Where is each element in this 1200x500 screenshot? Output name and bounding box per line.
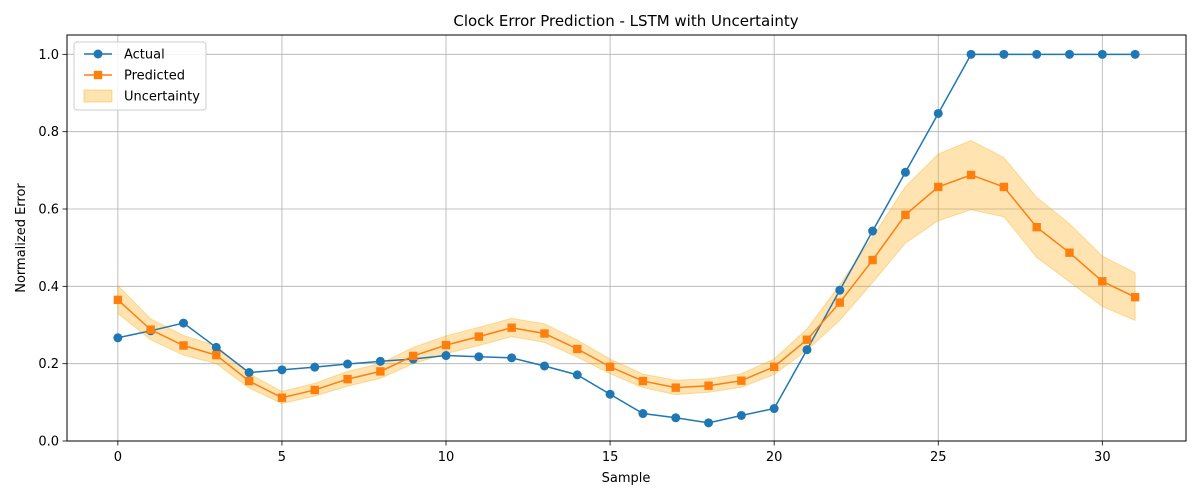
predicted-point-15	[605, 362, 615, 371]
actual-point-20	[769, 404, 779, 414]
actual-point-24	[900, 167, 910, 177]
y-axis-ticks: 0.0 0.2 0.4 0.6 0.8 1.0	[38, 48, 67, 450]
actual-point-2	[178, 318, 188, 328]
x-tick-label-0: 0	[114, 450, 122, 465]
predicted-point-0	[113, 295, 123, 305]
actual-point-7	[343, 359, 353, 369]
predicted-point-7	[343, 374, 352, 384]
predicted-point-1	[146, 325, 155, 334]
actual-point-16	[638, 409, 648, 419]
plot-frame	[66, 34, 1187, 442]
predicted-line	[117, 174, 1136, 399]
predicted-point-23	[868, 255, 877, 265]
actual-point-8	[375, 356, 385, 366]
predicted-point-24	[901, 210, 910, 219]
actual-point-4	[244, 368, 254, 378]
actual-point-10	[441, 351, 451, 361]
actual-point-25	[933, 108, 943, 118]
predicted-point-5	[277, 393, 287, 402]
y-tick-label-5: 1.0	[38, 48, 59, 63]
actual-point-21	[802, 345, 812, 355]
actual-point-14	[572, 370, 582, 380]
actual-point-27	[999, 49, 1009, 59]
predicted-point-12	[507, 323, 516, 332]
predicted-point-9	[409, 351, 418, 361]
predicted-point-28	[1032, 222, 1041, 232]
predicted-point-3	[212, 350, 221, 360]
series-lines	[117, 53, 1136, 424]
x-tick-label-1: 5	[278, 450, 286, 465]
predicted-point-13	[540, 329, 549, 338]
actual-point-31	[1130, 49, 1140, 59]
x-axis-label: Sample	[602, 471, 651, 486]
predicted-point-10	[441, 340, 451, 350]
predicted-point-25	[934, 182, 943, 192]
predicted-point-17	[671, 383, 680, 392]
predicted-point-26	[966, 170, 976, 180]
predicted-point-29	[1065, 248, 1074, 257]
x-tick-label-3: 15	[602, 450, 619, 465]
predicted-point-14	[573, 344, 582, 354]
y-tick-label-0: 0.0	[38, 435, 59, 450]
predicted-point-4	[244, 376, 254, 386]
series-markers	[113, 49, 1140, 428]
predicted-point-6	[310, 385, 319, 395]
chart-title: Clock Error Prediction - LSTM with Uncer…	[453, 12, 798, 30]
predicted-point-16	[638, 376, 648, 386]
y-tick-label-3: 0.6	[38, 203, 59, 218]
legend-marker-predicted	[93, 70, 103, 80]
x-axis-ticks: 0 5 10 15 20 25 30	[114, 441, 1111, 465]
predicted-point-20	[769, 362, 779, 371]
actual-line	[117, 53, 1136, 424]
predicted-point-30	[1098, 277, 1107, 286]
actual-point-18	[704, 418, 714, 428]
x-tick-label-6: 30	[1094, 450, 1111, 465]
legend-label-uncertainty: Uncertainty	[124, 90, 200, 105]
predicted-point-21	[802, 335, 812, 344]
legend-label-actual: Actual	[124, 48, 165, 63]
predicted-point-22	[835, 298, 844, 307]
actual-point-5	[277, 365, 287, 375]
actual-point-22	[835, 285, 845, 295]
actual-point-30	[1097, 49, 1107, 59]
predicted-point-8	[376, 367, 385, 376]
actual-point-13	[539, 361, 549, 371]
actual-point-12	[507, 353, 517, 363]
actual-point-15	[605, 389, 615, 399]
y-axis-label: Normalized Error	[14, 183, 29, 293]
actual-point-29	[1065, 49, 1075, 59]
actual-point-19	[736, 410, 746, 420]
actual-point-23	[868, 226, 878, 236]
legend: Actual Predicted Uncertainty	[73, 41, 207, 111]
x-tick-label-4: 20	[766, 450, 783, 465]
x-tick-label-5: 25	[930, 450, 947, 465]
predicted-point-27	[999, 182, 1009, 192]
actual-point-3	[211, 342, 221, 352]
predicted-point-31	[1130, 292, 1140, 302]
y-tick-label-1: 0.2	[38, 357, 59, 372]
y-tick-label-2: 0.4	[38, 280, 59, 295]
legend-marker-actual	[93, 49, 103, 59]
actual-point-6	[310, 362, 320, 372]
y-tick-label-4: 0.8	[38, 125, 59, 140]
actual-point-26	[966, 49, 976, 59]
predicted-point-2	[179, 341, 188, 350]
actual-point-28	[1032, 49, 1042, 59]
legend-label-predicted: Predicted	[124, 69, 185, 84]
predicted-point-18	[704, 381, 713, 390]
x-tick-label-2: 10	[438, 450, 455, 465]
legend-box	[73, 41, 207, 111]
actual-point-17	[671, 413, 681, 423]
actual-point-0	[113, 333, 123, 343]
legend-swatch-uncertainty	[83, 89, 113, 103]
predicted-point-11	[474, 332, 484, 341]
actual-point-11	[474, 352, 484, 362]
predicted-point-19	[737, 376, 746, 385]
